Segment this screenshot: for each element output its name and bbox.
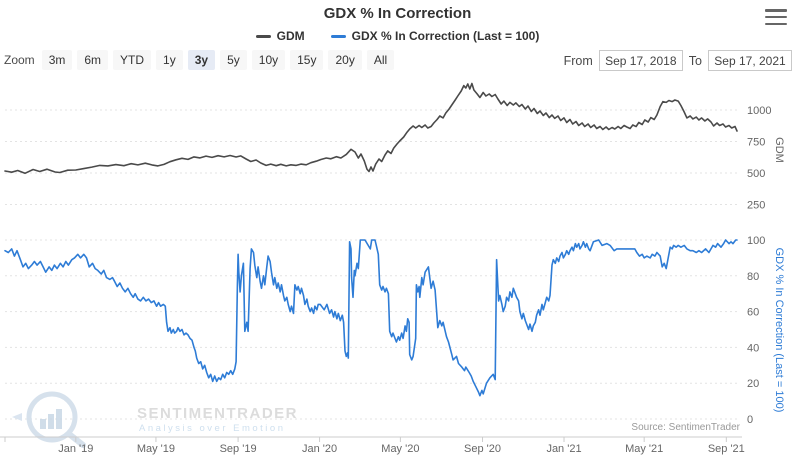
to-label: To [688, 53, 702, 68]
hamburger-menu-button[interactable] [765, 9, 787, 25]
x-axis-label: Jan '20 [302, 443, 337, 455]
date-range-bar: From To [564, 50, 792, 71]
source-note: Source: SentimenTrader [631, 422, 740, 433]
gdm-axis-title: GDM [773, 137, 785, 163]
zoom-button-5y[interactable]: 5y [220, 50, 247, 70]
legend-item-gdx-correction[interactable]: GDX % In Correction (Last = 100) [330, 29, 540, 43]
watermark-tagline: Analysis over Emotion [139, 423, 285, 434]
gdx-correction-axis-title: GDX % In Correction (Last = 100) [773, 248, 785, 413]
y-axis-label: 40 [747, 342, 759, 354]
x-axis-label: Jan '21 [546, 443, 581, 455]
gdx-correction-series-line [4, 239, 738, 397]
x-axis-label: Sep '19 [220, 443, 257, 455]
range-selector-toolbar: Zoom 3m 6m YTD 1y 3y 5y 10y 15y 20y All [4, 50, 395, 70]
zoom-button-1y[interactable]: 1y [156, 50, 183, 70]
legend-item-gdm[interactable]: GDM [255, 29, 305, 43]
zoom-button-ytd[interactable]: YTD [113, 50, 152, 70]
y-axis-label: 60 [747, 307, 759, 319]
gdm-series-line [4, 82, 738, 175]
watermark-brand-text: SENTIMENTRADER [137, 405, 298, 422]
zoom-button-15y[interactable]: 15y [290, 50, 324, 70]
zoom-button-3y[interactable]: 3y [187, 50, 216, 70]
legend-line-swatch [255, 34, 271, 38]
y-axis-label: 250 [747, 200, 765, 212]
legend-item-label: GDX % In Correction (Last = 100) [351, 29, 540, 43]
y-axis-label: 500 [747, 168, 765, 180]
x-axis-label: Sep '21 [708, 443, 745, 455]
y-axis-label: 1000 [747, 105, 771, 117]
to-date-input[interactable] [708, 50, 792, 71]
x-axis-label: Jan '19 [58, 443, 93, 455]
x-axis-label: May '19 [137, 443, 175, 455]
chart-title: GDX % In Correction [323, 5, 472, 22]
legend-item-label: GDM [276, 29, 305, 43]
zoom-button-20y[interactable]: 20y [328, 50, 362, 70]
zoom-button-3m[interactable]: 3m [41, 50, 73, 70]
y-axis-label: 0 [747, 414, 753, 426]
y-axis-label: 20 [747, 378, 759, 390]
x-axis-label: May '20 [381, 443, 419, 455]
x-axis-label: May '21 [625, 443, 663, 455]
hamburger-bar [765, 15, 787, 19]
zoom-button-6m[interactable]: 6m [77, 50, 109, 70]
legend: GDM GDX % In Correction (Last = 100) [0, 29, 795, 43]
x-axis-label: Sep '20 [464, 443, 501, 455]
hamburger-bar [765, 22, 787, 25]
legend-line-swatch [330, 34, 346, 38]
zoom-button-all[interactable]: All [366, 50, 395, 70]
zoom-label: Zoom [4, 53, 35, 67]
from-date-input[interactable] [598, 50, 683, 71]
zoom-button-10y[interactable]: 10y [251, 50, 286, 70]
hamburger-bar [765, 9, 787, 12]
y-axis-label: 100 [747, 235, 765, 247]
y-axis-label: 750 [747, 137, 765, 149]
from-label: From [563, 53, 593, 68]
zoom-buttons-group: 3m 6m YTD 1y 3y 5y 10y 15y 20y All [41, 50, 395, 70]
y-axis-label: 80 [747, 271, 759, 283]
